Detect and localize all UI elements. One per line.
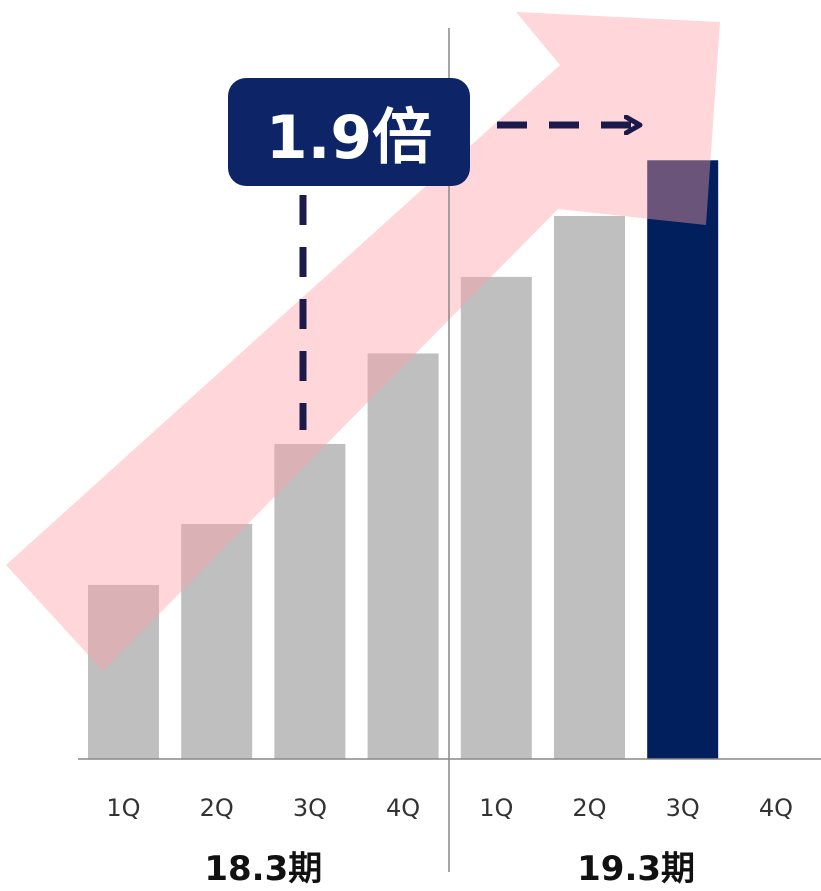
tick-labels: 1Q 2Q 3Q 4Q 1Q 2Q 3Q 4Q	[106, 794, 793, 822]
bar-1	[88, 584, 159, 759]
x-tick-label: 4Q	[759, 794, 793, 822]
x-tick-label: 3Q	[666, 794, 700, 822]
period-label-1: 18.3期	[204, 849, 322, 889]
x-tick-label: 3Q	[293, 794, 327, 822]
bar-4	[367, 353, 439, 759]
trend-arrow	[6, 12, 720, 671]
bar-2	[181, 524, 253, 759]
bars-layer	[88, 160, 719, 759]
x-tick-label: 2Q	[572, 794, 606, 822]
callout-label: 1.9倍	[266, 103, 432, 173]
period-labels: 18.3期 19.3期	[204, 849, 695, 889]
x-tick-label: 1Q	[479, 794, 513, 822]
x-tick-label: 1Q	[106, 794, 140, 822]
callout-box	[228, 78, 470, 186]
bar-6	[554, 215, 625, 759]
bar-7	[647, 160, 719, 759]
x-tick-label: 2Q	[200, 794, 234, 822]
bar-5	[460, 276, 532, 759]
bar-3	[274, 443, 346, 759]
callout-badge: 1.9倍	[228, 78, 470, 186]
x-tick-label: 4Q	[386, 794, 420, 822]
period-label-2: 19.3期	[577, 849, 695, 889]
